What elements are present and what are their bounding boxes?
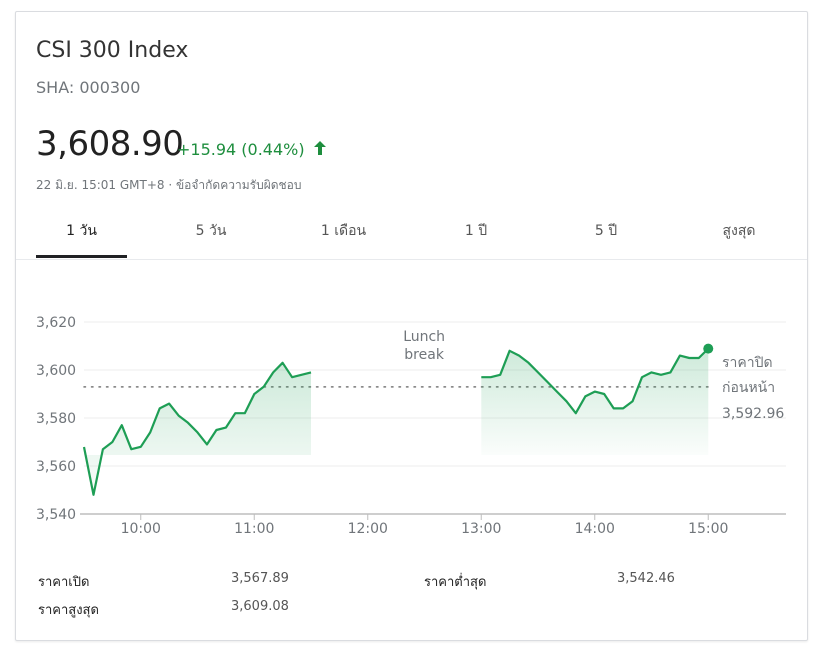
price-change-value: +15.94 (0.44%) [177,140,305,159]
tab-1-day[interactable]: 1 วัน [66,223,97,239]
stat-high-label: ราคาสูงสุด [38,603,99,618]
previous-close-label: ราคาปิด [722,355,773,371]
arrow-up-icon [313,140,326,159]
x-tick-label: 11:00 [234,521,274,537]
previous-close-value: 3,592.96 [722,406,784,422]
y-tick-label: 3,620 [36,315,76,331]
ticker-symbol: SHA: 000300 [36,78,141,97]
x-tick-label: 13:00 [461,521,501,537]
stock-card: CSI 300 Index SHA: 000300 3,608.90 +15.9… [15,11,808,641]
y-tick-label: 3,600 [36,363,76,379]
stat-high-value: 3,609.08 [231,599,289,614]
time-range-tabs: 1 วัน 5 วัน 1 เดือน 1 ปี 5 ปี สูงสุด [16,209,807,260]
index-title: CSI 300 Index [36,38,189,63]
tab-5-years[interactable]: 5 ปี [594,223,618,239]
current-price: 3,608.90 [36,124,184,164]
tab-1-month[interactable]: 1 เดือน [320,223,367,239]
x-tick-label: 15:00 [688,521,728,537]
active-tab-indicator [36,255,127,258]
series-line [481,347,710,415]
series-area [481,348,709,455]
y-tick-label: 3,580 [36,411,76,427]
series-area [84,362,311,495]
stat-low-label: ราคาต่ำสุด [424,575,487,590]
x-tick-label: 12:00 [348,521,388,537]
tab-1-year[interactable]: 1 ปี [464,223,488,239]
price-change: +15.94 (0.44%) [177,140,326,159]
lunch-break-label: break [404,347,445,363]
y-tick-label: 3,540 [36,507,76,523]
timestamp-disclaimer[interactable]: 22 มิ.ย. 15:01 GMT+8 · ข้อจำกัดความรับผิ… [36,178,302,192]
stat-open-label: ราคาเปิด [38,575,90,590]
previous-close-label: ก่อนหน้า [722,380,775,396]
x-tick-label: 10:00 [121,521,161,537]
series-line [82,361,312,496]
tab-5-days[interactable]: 5 วัน [195,223,227,239]
tab-max[interactable]: สูงสุด [722,223,756,239]
last-price-point [703,343,714,354]
y-tick-label: 3,560 [36,459,76,475]
lunch-break-label: Lunch [403,329,445,345]
stat-low-value: 3,542.46 [617,571,675,586]
x-tick-label: 14:00 [575,521,615,537]
stat-open-value: 3,567.89 [231,571,289,586]
